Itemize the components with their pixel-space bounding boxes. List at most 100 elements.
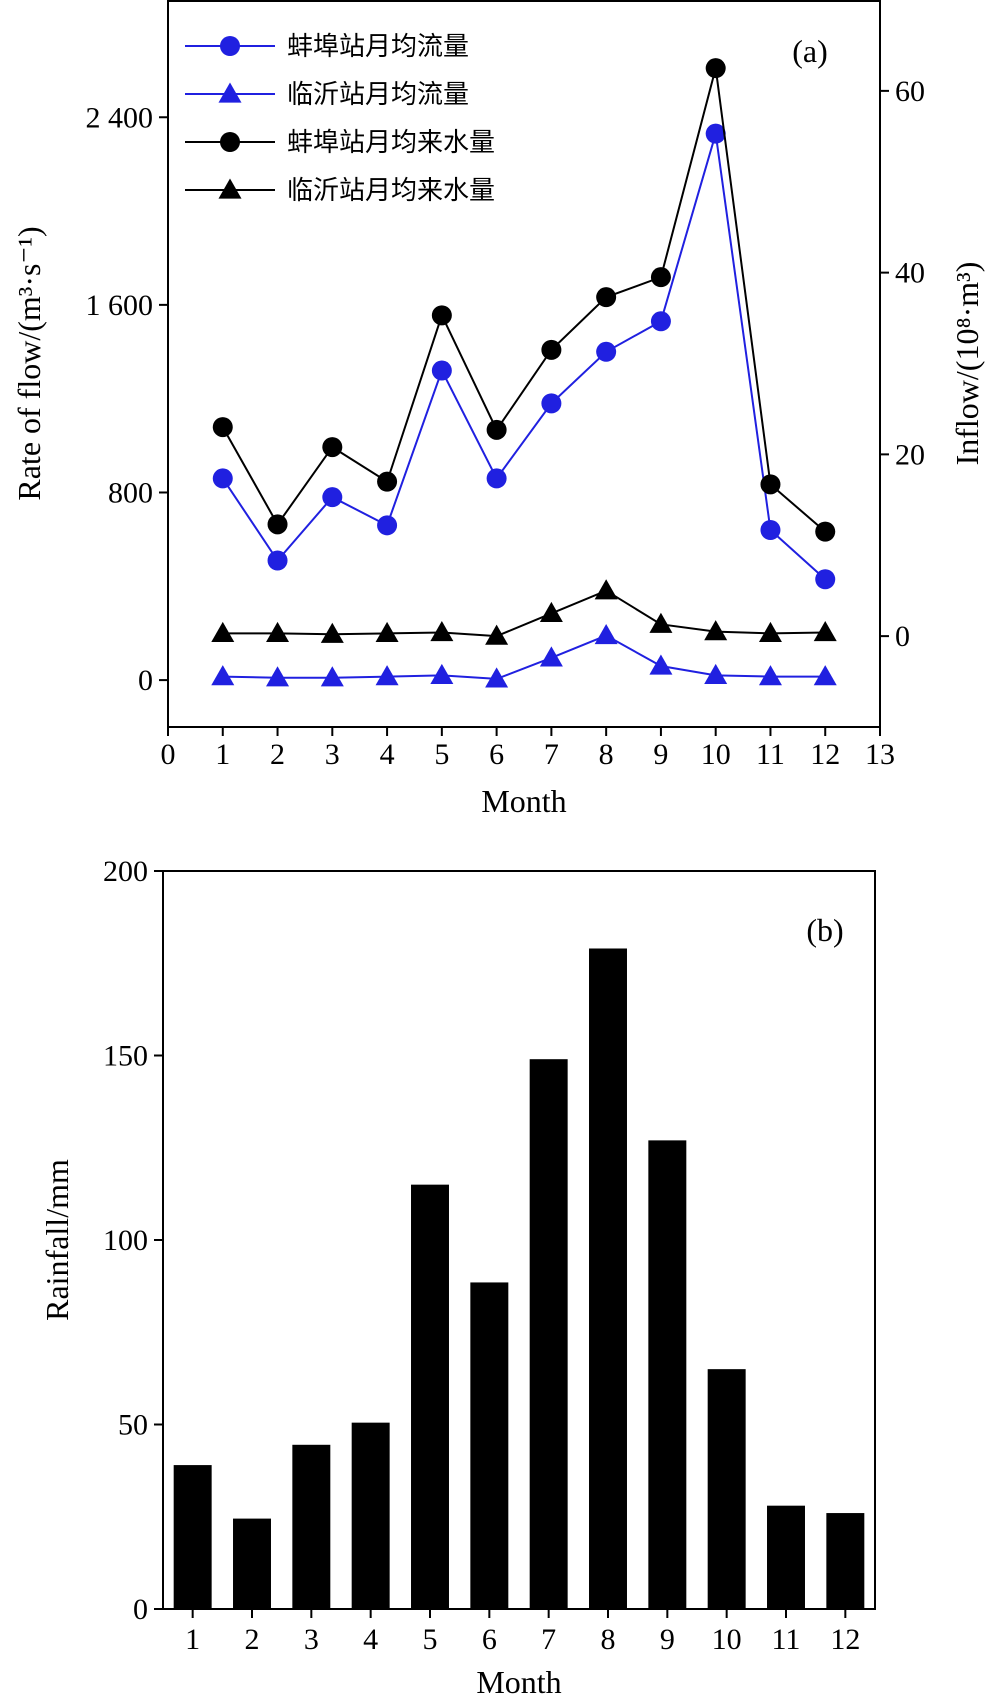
data-point: [485, 624, 509, 645]
x-tick-label: 6: [489, 738, 504, 771]
data-point: [266, 666, 290, 687]
x-tick-label: 12: [810, 738, 840, 771]
data-point: [649, 654, 673, 675]
y-tick-label: 50: [118, 1409, 148, 1442]
data-point: [320, 666, 344, 687]
y-left-tick-label: 0: [138, 664, 153, 697]
data-point: [375, 621, 399, 643]
bar: [411, 1184, 449, 1609]
y-tick-label: 0: [133, 1593, 148, 1626]
data-point: [486, 419, 507, 440]
bar: [767, 1505, 805, 1609]
y-tick-label: 100: [103, 1224, 148, 1257]
data-point: [594, 579, 618, 600]
x-tick-label: 10: [701, 738, 731, 771]
data-point: [541, 393, 562, 414]
x-tick-label: 13: [865, 738, 895, 771]
data-point: [211, 665, 235, 686]
data-point: [212, 417, 233, 438]
y-left-tick-label: 2 400: [86, 101, 154, 134]
x-tick-label: 10: [712, 1623, 742, 1656]
x-axis-title-a: Month: [481, 783, 566, 819]
x-tick-label: 1: [185, 1623, 200, 1656]
data-point: [758, 621, 782, 643]
data-point: [322, 487, 343, 508]
y-tick-label: 200: [103, 855, 148, 888]
bar: [648, 1140, 687, 1609]
data-point: [211, 621, 235, 643]
data-point: [486, 468, 507, 489]
bar: [233, 1518, 271, 1609]
legend-marker: [220, 36, 240, 56]
bar: [292, 1444, 331, 1609]
y-right-tick-label: 40: [895, 257, 925, 290]
data-point: [267, 514, 288, 535]
data-point: [815, 569, 836, 590]
x-tick-label: 7: [544, 738, 559, 771]
legend-label: 临沂站月均流量: [287, 80, 469, 110]
data-point: [431, 360, 452, 381]
data-point: [375, 665, 399, 686]
data-point: [815, 521, 836, 542]
y-right-axis-title: Inflow/(10⁸·m³): [949, 262, 985, 466]
data-point: [485, 667, 509, 688]
data-point: [758, 665, 782, 686]
data-point: [266, 621, 290, 643]
data-point: [377, 515, 398, 536]
y-axis-title-b: Rainfall/mm: [39, 1159, 75, 1321]
x-tick-label: 8: [601, 1623, 616, 1656]
x-tick-label: 5: [423, 1623, 438, 1656]
data-point: [704, 620, 728, 641]
x-tick-label: 5: [434, 738, 449, 771]
data-point: [760, 474, 781, 495]
x-tick-label: 2: [245, 1623, 260, 1656]
x-tick-label: 4: [380, 738, 395, 771]
data-point: [430, 663, 454, 685]
x-tick-label: 12: [830, 1623, 860, 1656]
data-point: [813, 620, 837, 642]
data-point: [650, 267, 671, 288]
data-point: [539, 601, 563, 623]
x-tick-label: 0: [161, 738, 176, 771]
bar: [529, 1059, 568, 1609]
x-tick-label: 4: [363, 1623, 378, 1656]
plot-frame-b: [162, 870, 876, 1610]
y-left-tick-label: 1 600: [86, 289, 154, 322]
legend-label: 蚌埠站月均来水量: [287, 128, 495, 158]
y-right-tick-label: 20: [895, 438, 925, 471]
x-tick-label: 11: [756, 738, 785, 771]
data-point: [212, 468, 233, 489]
data-point: [431, 305, 452, 326]
data-point: [541, 339, 562, 360]
bar: [589, 948, 627, 1609]
data-point: [267, 550, 288, 571]
data-point: [760, 520, 781, 541]
data-point: [649, 612, 673, 633]
data-point: [320, 622, 344, 643]
y-left-axis-title: Rate of flow/(m³·s⁻¹): [11, 226, 47, 500]
bar: [173, 1465, 212, 1609]
panel-label-b: (b): [806, 912, 843, 948]
x-tick-label: 2: [270, 738, 285, 771]
legend-marker: [218, 178, 242, 199]
y-left-tick-label: 800: [108, 476, 153, 509]
y-right-tick-label: 0: [895, 620, 910, 653]
data-point: [813, 665, 837, 686]
series-line: [222, 634, 826, 680]
data-point: [594, 624, 618, 645]
legend-label: 临沂站月均来水量: [287, 176, 495, 206]
bar: [826, 1513, 865, 1609]
bar: [470, 1282, 509, 1609]
legend-marker: [220, 132, 240, 152]
series-line: [222, 589, 826, 638]
data-point: [539, 646, 563, 667]
legend-label: 蚌埠站月均流量: [287, 32, 469, 62]
series-line: [221, 67, 826, 533]
data-point: [430, 620, 454, 642]
legend-marker: [218, 82, 242, 103]
x-tick-label: 8: [599, 738, 614, 771]
x-tick-label: 7: [541, 1623, 556, 1656]
x-tick-label: 9: [653, 738, 668, 771]
